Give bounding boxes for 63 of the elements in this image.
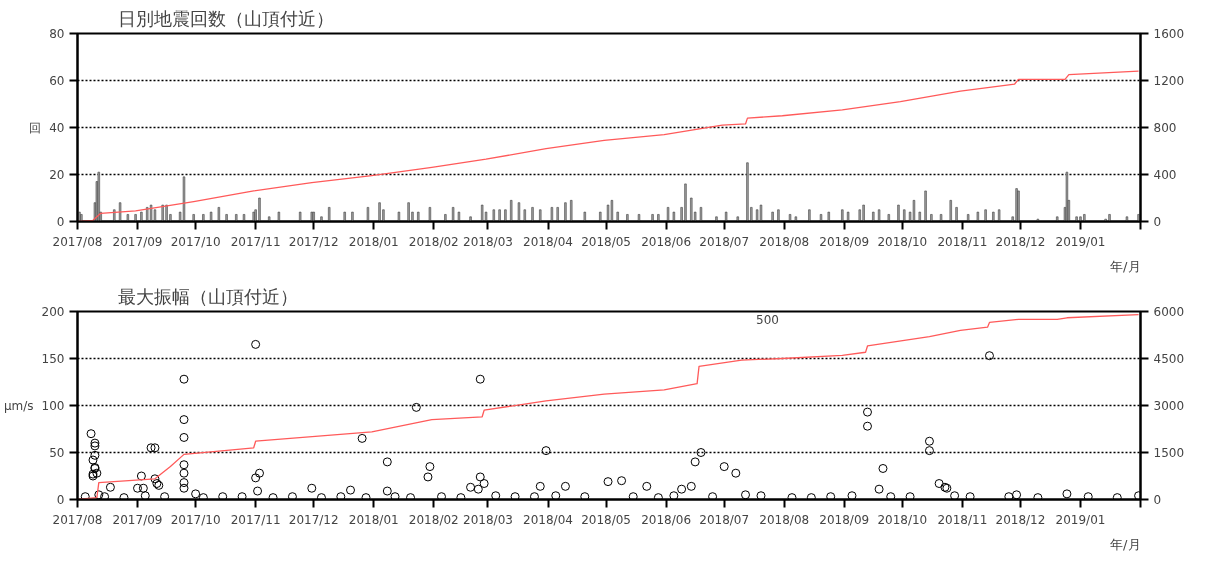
y2-tick-label: 6000 xyxy=(1153,305,1185,319)
y2-tick-label: 4500 xyxy=(1153,352,1185,366)
y-tick-label: 0 xyxy=(56,493,65,507)
y-tick-label: 100 xyxy=(41,399,65,413)
x-tick-label: 2018/12 xyxy=(995,234,1046,249)
chart-title: 日別地震回数（山頂付近） xyxy=(117,7,334,29)
x-tick-label: 2018/01 xyxy=(348,234,399,249)
x-tick-label: 2019/01 xyxy=(1055,512,1106,527)
x-tick-label: 2017/12 xyxy=(288,512,339,527)
x-tick-label: 2017/08 xyxy=(52,234,103,249)
x-tick-label: 2017/12 xyxy=(288,234,339,249)
chart-title: 最大振幅（山頂付近） xyxy=(117,285,298,307)
x-tick-label: 2018/05 xyxy=(581,512,632,527)
x-tick-label: 2018/02 xyxy=(408,512,459,527)
y-axis-title: μm/s xyxy=(3,398,34,413)
x-tick-label: 2018/02 xyxy=(408,234,459,249)
x-tick-label: 2018/11 xyxy=(937,234,988,249)
x-tick-label: 2018/11 xyxy=(937,512,988,527)
x-tick-label: 2018/12 xyxy=(995,512,1046,527)
y-tick-label: 150 xyxy=(41,352,65,366)
x-tick-label: 2018/07 xyxy=(699,234,750,249)
annotation: 500 xyxy=(756,312,779,327)
y2-tick-label: 1500 xyxy=(1153,446,1185,460)
x-tick-label: 2018/09 xyxy=(819,234,870,249)
y2-tick-label: 3000 xyxy=(1153,399,1185,413)
x-tick-label: 2018/01 xyxy=(348,512,399,527)
x-tick-label: 2018/03 xyxy=(463,512,513,527)
x-tick-label: 2018/04 xyxy=(523,234,573,249)
y-tick-label: 50 xyxy=(49,446,65,460)
y2-tick-label: 1200 xyxy=(1153,74,1185,88)
y-tick-label: 60 xyxy=(49,74,65,88)
x-tick-label: 2018/06 xyxy=(641,234,692,249)
x-tick-label: 2018/10 xyxy=(877,512,928,527)
x-tick-label: 2017/11 xyxy=(230,512,281,527)
x-tick-label: 2017/09 xyxy=(112,512,163,527)
x-tick-label: 2017/10 xyxy=(170,234,221,249)
x-tick-label: 2018/05 xyxy=(581,234,632,249)
x-tick-label: 2018/08 xyxy=(759,234,810,249)
x-tick-label: 2018/08 xyxy=(759,512,810,527)
x-tick-label: 2017/10 xyxy=(170,512,221,527)
y2-tick-label: 1600 xyxy=(1153,27,1185,41)
x-axis-title: 年/月 xyxy=(1110,536,1141,552)
x-tick-label: 2018/10 xyxy=(877,234,928,249)
y-tick-label: 80 xyxy=(49,27,65,41)
x-tick-label: 2018/06 xyxy=(641,512,692,527)
y2-tick-label: 0 xyxy=(1153,493,1162,507)
x-tick-label: 2018/09 xyxy=(819,512,870,527)
y-tick-label: 40 xyxy=(49,121,65,135)
y2-tick-label: 800 xyxy=(1153,121,1177,135)
x-tick-label: 2019/01 xyxy=(1055,234,1106,249)
x-axis-title: 年/月 xyxy=(1110,258,1141,274)
y-tick-label: 20 xyxy=(49,168,65,182)
y2-tick-label: 0 xyxy=(1153,215,1162,229)
x-tick-label: 2018/07 xyxy=(699,512,750,527)
y-axis-title: 回 xyxy=(29,120,42,135)
x-tick-label: 2018/03 xyxy=(463,234,513,249)
x-tick-label: 2017/09 xyxy=(112,234,163,249)
x-tick-label: 2017/08 xyxy=(52,512,103,527)
y-tick-label: 200 xyxy=(41,305,65,319)
y-tick-label: 0 xyxy=(56,215,65,229)
y2-tick-label: 400 xyxy=(1153,168,1177,182)
x-tick-label: 2017/11 xyxy=(230,234,281,249)
x-tick-label: 2018/04 xyxy=(523,512,573,527)
